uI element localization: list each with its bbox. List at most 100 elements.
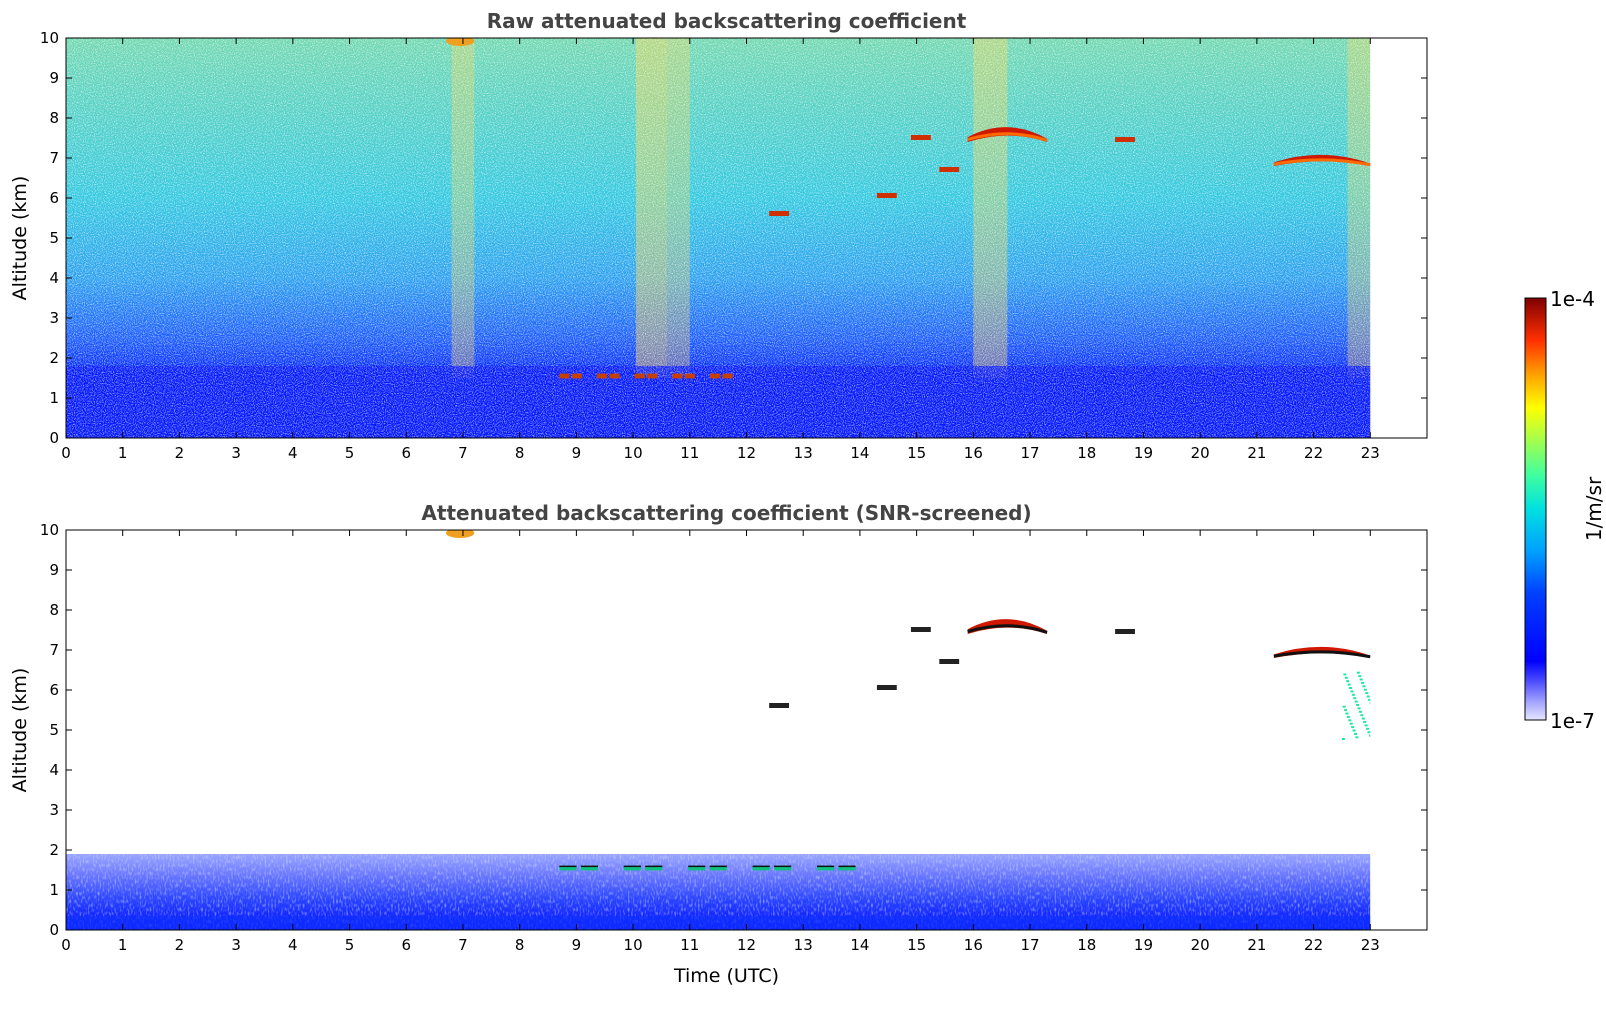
- virga-point: [1341, 738, 1345, 740]
- thin-layer-segment: [623, 865, 641, 871]
- x-tick-label: 17: [1020, 936, 1039, 954]
- virga-point: [1351, 693, 1355, 696]
- virga-point: [1342, 705, 1346, 708]
- x-tick-label: 22: [1304, 936, 1323, 954]
- y-tick-label: 9: [49, 561, 59, 579]
- y-tick-label: 0: [49, 429, 59, 447]
- colorbar: [1524, 297, 1547, 721]
- heatmap-field: [66, 38, 1371, 438]
- thin-layer-segment: [774, 865, 792, 871]
- y-tick-label: 6: [49, 681, 59, 699]
- x-tick-label: 7: [458, 444, 468, 462]
- x-tick-label: 21: [1247, 936, 1266, 954]
- top-cloud: [445, 38, 475, 46]
- thin-layer-segment: [710, 373, 721, 379]
- virga-point: [1358, 710, 1362, 713]
- virga-point: [1359, 678, 1363, 681]
- thin-layer-segment: [752, 865, 770, 871]
- thin-layer-edge: [774, 865, 792, 868]
- thin-layer-segment: [709, 865, 727, 871]
- thin-layer-segment: [816, 865, 835, 871]
- y-tick-label: 7: [49, 641, 59, 659]
- x-tick-label: 1: [118, 936, 128, 954]
- virga-point: [1353, 732, 1357, 735]
- colorbar-min-label: 1e-7: [1550, 709, 1595, 733]
- thin-layer-segment: [645, 865, 663, 871]
- virga-point: [1344, 676, 1348, 679]
- y-axis-label: Altitude (km): [9, 176, 31, 301]
- virga-point: [1348, 719, 1352, 722]
- thin-layer-segment: [684, 373, 695, 379]
- virga-point: [1366, 695, 1370, 698]
- y-tick-label: 8: [49, 601, 59, 619]
- virga-point: [1364, 724, 1368, 727]
- virga-point: [1349, 722, 1353, 725]
- virga-point: [1346, 680, 1350, 683]
- cirrus-core: [1273, 650, 1371, 659]
- x-tick-label: 18: [1077, 444, 1096, 462]
- virga-point: [1355, 736, 1359, 739]
- x-tick-label: 10: [624, 444, 643, 462]
- x-tick-label: 15: [907, 444, 926, 462]
- x-tick-label: 2: [175, 936, 185, 954]
- virga-point: [1367, 731, 1371, 734]
- colorbar-max-label: 1e-4: [1550, 287, 1595, 311]
- virga-point: [1366, 727, 1370, 730]
- x-tick-label: 19: [1134, 444, 1153, 462]
- thin-layer-edge: [688, 865, 706, 868]
- y-tick-label: 2: [49, 841, 59, 859]
- virga-point: [1352, 729, 1356, 732]
- y-tick-label: 10: [40, 29, 59, 47]
- thin-layer-edge: [645, 865, 663, 868]
- x-tick-label: 13: [794, 936, 813, 954]
- y-axis-label: Altitude (km): [9, 668, 31, 793]
- x-tick-label: 20: [1191, 936, 1210, 954]
- x-tick-label: 23: [1361, 444, 1380, 462]
- x-tick-label: 23: [1361, 936, 1380, 954]
- virga-point: [1353, 697, 1357, 700]
- thin-layer-edge: [752, 865, 770, 868]
- x-tick-label: 11: [680, 936, 699, 954]
- y-tick-label: 1: [49, 881, 59, 899]
- x-tick-label: 0: [61, 936, 71, 954]
- cloud-fragment: [910, 135, 931, 140]
- x-tick-label: 19: [1134, 936, 1153, 954]
- x-tick-label: 3: [231, 936, 241, 954]
- thin-layer-segment: [838, 865, 856, 871]
- x-tick-label: 12: [737, 444, 756, 462]
- thin-layer-segment: [559, 373, 570, 379]
- thin-layer-edge: [623, 865, 641, 868]
- thin-layer-segment: [722, 373, 733, 379]
- cloud-fragment: [939, 167, 960, 172]
- thin-layer-segment: [571, 373, 582, 379]
- x-tick-label: 5: [345, 936, 355, 954]
- x-tick-label: 22: [1304, 444, 1323, 462]
- virga-point: [1346, 715, 1350, 718]
- cloud-fragment: [939, 659, 960, 664]
- virga-point: [1354, 700, 1358, 703]
- x-tick-label: 9: [572, 444, 582, 462]
- x-tick-label: 18: [1077, 936, 1096, 954]
- y-tick-label: 9: [49, 69, 59, 87]
- x-tick-label: 14: [850, 444, 869, 462]
- thin-layer-edge: [559, 865, 577, 868]
- thin-layer-edge: [838, 865, 856, 868]
- y-tick-label: 3: [49, 309, 59, 327]
- x-axis-label: Time (UTC): [673, 965, 779, 987]
- virga-point: [1361, 717, 1365, 720]
- y-tick-label: 4: [49, 269, 59, 287]
- virga-point: [1360, 714, 1364, 717]
- virga-point: [1369, 702, 1371, 705]
- x-tick-label: 2: [175, 444, 185, 462]
- noise-overlay: [66, 38, 1371, 438]
- thin-layer-segment: [597, 373, 608, 379]
- virga-point: [1362, 685, 1366, 688]
- y-tick-label: 6: [49, 189, 59, 207]
- x-tick-label: 8: [515, 444, 525, 462]
- cirrus-core: [967, 624, 1048, 634]
- virga-point: [1357, 707, 1361, 710]
- virga-point: [1347, 683, 1351, 686]
- virga-point: [1368, 734, 1371, 737]
- x-tick-label: 6: [401, 936, 411, 954]
